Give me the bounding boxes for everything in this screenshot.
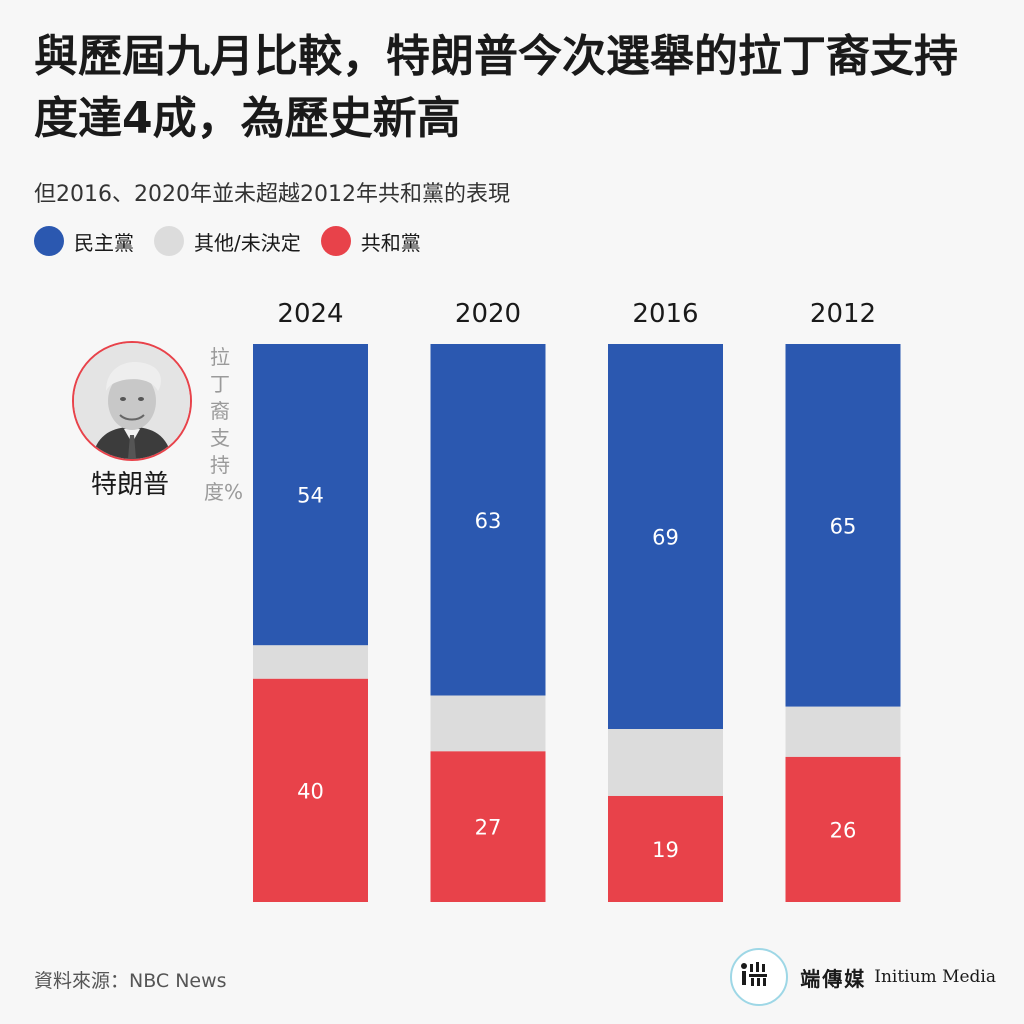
portrait-illustration [74, 343, 190, 459]
legend-label-other: 其他/未決定 [194, 230, 301, 255]
bar-segment-2012-0 [785, 344, 901, 707]
legend-item-other: 其他/未決定 [154, 226, 301, 256]
bar-segment-2024-2 [253, 678, 368, 902]
data-label-2020-0: 63 [475, 509, 502, 533]
bar-segment-2016-0 [608, 344, 723, 730]
bar-segment-2024-1 [253, 645, 368, 679]
source-note: 資料來源：NBC News [34, 970, 227, 992]
category-label-2024: 2024 [277, 299, 343, 329]
bar-segment-2016-2 [608, 795, 723, 902]
data-label-2020-2: 27 [475, 816, 502, 840]
data-label-2016-2: 19 [652, 838, 679, 862]
bar-segment-2012-2 [785, 756, 901, 902]
brand-name-en: Initium Media [874, 967, 996, 987]
subtitle: 但2016、2020年並未超越2012年共和黨的表現 [34, 182, 510, 207]
legend-item-republican: 共和黨 [320, 226, 421, 256]
brand: 端傳媒 Initium Media [730, 948, 996, 1006]
category-label-2016: 2016 [632, 299, 698, 329]
category-label-2012: 2012 [810, 299, 876, 329]
data-label-2016-0: 69 [652, 526, 679, 550]
bar-segment-2016-1 [608, 729, 723, 796]
bar-segment-2020-1 [430, 695, 546, 752]
legend-item-democrat: 民主黨 [34, 226, 134, 256]
initium-logo-glyph [741, 962, 768, 986]
category-label-2020: 2020 [455, 299, 521, 329]
legend-swatch-other [154, 226, 184, 256]
legend-swatch-republican [320, 226, 351, 256]
data-label-2012-2: 26 [830, 818, 857, 842]
brand-name-zh: 端傳媒 [800, 966, 867, 991]
legend: 民主黨 其他/未決定 共和黨 [34, 226, 441, 256]
data-label-2024-0: 54 [297, 484, 324, 508]
data-label-2012-0: 65 [830, 514, 857, 538]
initium-logo-icon [730, 948, 789, 1006]
bar-segment-2020-2 [430, 751, 546, 902]
legend-label-democrat: 民主黨 [74, 230, 134, 255]
portrait-label: 特朗普 [90, 470, 169, 500]
trump-portrait-icon [72, 341, 192, 461]
bar-segment-2020-0 [430, 344, 546, 696]
page-title: 與歷屆九月比較，特朗普今次選舉的拉丁裔支持度達4成，為歷史新高 [34, 31, 958, 144]
data-label-2024-2: 40 [297, 779, 324, 803]
legend-label-republican: 共和黨 [360, 230, 421, 255]
bar-segment-2024-0 [253, 344, 368, 646]
legend-swatch-democrat [34, 226, 64, 256]
bar-segment-2012-1 [785, 706, 901, 757]
